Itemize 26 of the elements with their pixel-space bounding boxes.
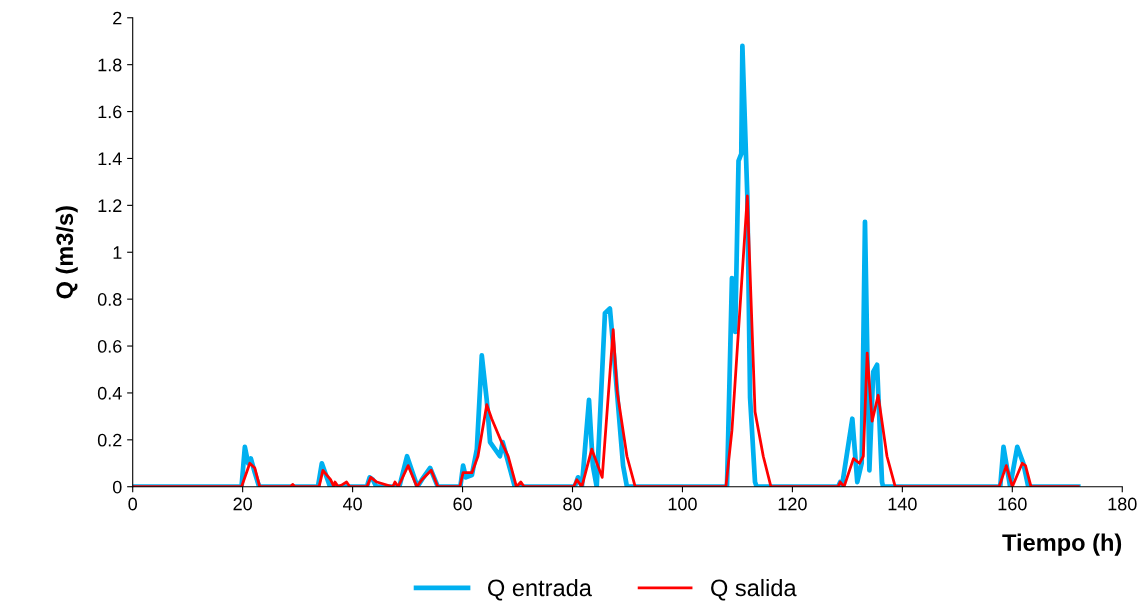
y-tick-label: 0 — [112, 480, 122, 494]
x-tick-label: 80 — [563, 497, 582, 511]
x-tick-label: 0 — [128, 497, 138, 511]
y-tick-label: 0.6 — [97, 339, 122, 353]
legend-label: Q entrada — [488, 578, 592, 601]
y-tick-label: 0.4 — [97, 386, 122, 400]
x-tick-label: 100 — [668, 497, 697, 511]
y-tick-label: 1.4 — [98, 152, 122, 165]
x-tick-label: 120 — [778, 497, 807, 511]
y-tick-label: 1.2 — [98, 199, 122, 212]
x-tick-label: 60 — [453, 497, 472, 511]
x-tick-label: 40 — [342, 497, 362, 511]
y-tick-label: 1.6 — [98, 105, 122, 119]
x-axis-title: Tiempo (h) — [1002, 533, 1122, 556]
x-tick-label: 20 — [233, 497, 252, 511]
x-tick-label: 160 — [998, 497, 1027, 511]
line-series — [132, 194, 1080, 487]
y-axis-title: Q (m3/s) — [55, 206, 78, 299]
y-tick-label: 0.8 — [97, 293, 122, 306]
y-tick-label: 1.8 — [98, 58, 122, 72]
y-tick-label: 2 — [113, 11, 122, 25]
y-tick-label: 1 — [113, 246, 122, 259]
legend-label: Q salida — [711, 578, 797, 601]
y-tick-label: 0.2 — [97, 433, 122, 447]
x-tick-label: 180 — [1108, 497, 1137, 511]
x-tick-label: 140 — [888, 497, 917, 511]
